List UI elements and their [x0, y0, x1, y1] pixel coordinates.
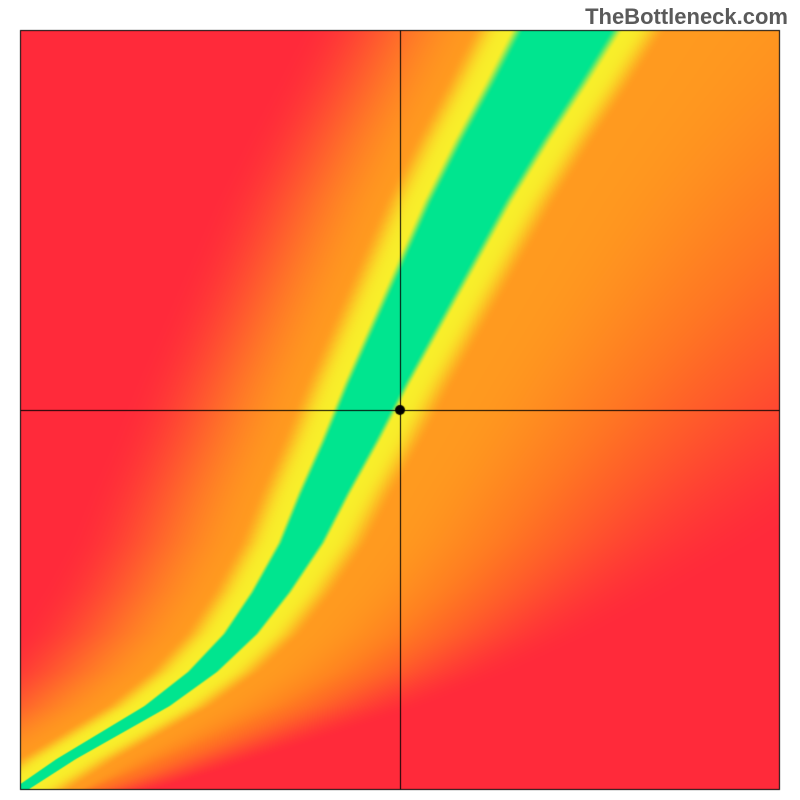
heatmap-canvas [0, 0, 800, 800]
watermark-text: TheBottleneck.com [585, 4, 788, 30]
chart-container: TheBottleneck.com [0, 0, 800, 800]
